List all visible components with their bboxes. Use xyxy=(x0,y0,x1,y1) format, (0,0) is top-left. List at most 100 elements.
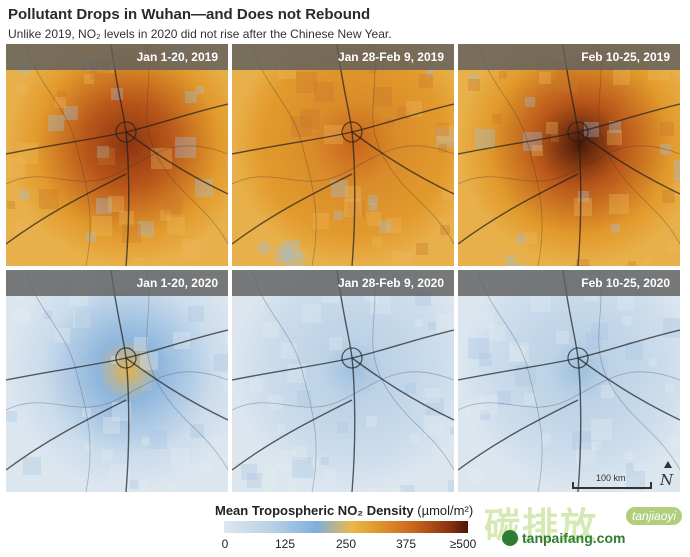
no2-patch xyxy=(6,411,17,422)
no2-patch xyxy=(607,130,622,145)
no2-patch xyxy=(525,97,535,107)
no2-patch xyxy=(523,132,542,151)
no2-patch xyxy=(623,487,633,492)
river-line xyxy=(145,44,228,245)
no2-patch xyxy=(64,106,78,120)
river-line xyxy=(6,371,228,411)
highway-line xyxy=(577,357,680,421)
no2-patch xyxy=(111,88,123,100)
ring-road xyxy=(115,121,137,143)
no2-patch xyxy=(302,304,321,323)
no2-patch xyxy=(467,467,483,483)
no2-patch xyxy=(673,182,680,196)
highway-line xyxy=(125,131,228,195)
no2-patch xyxy=(181,239,201,259)
no2-patch xyxy=(15,222,28,235)
no2-patch xyxy=(392,251,412,266)
panel-date-label: Feb 10-25, 2020 xyxy=(458,270,680,296)
no2-patch xyxy=(479,353,492,366)
no2-density-map xyxy=(458,270,680,492)
no2-patch xyxy=(173,332,190,349)
no2-patch xyxy=(109,464,130,485)
no2-patch xyxy=(258,242,270,254)
no2-patch xyxy=(468,79,480,91)
no2-patch xyxy=(160,210,171,221)
ring-road xyxy=(567,347,589,369)
no2-patch xyxy=(164,196,182,214)
no2-patch xyxy=(541,188,550,197)
no2-patch xyxy=(524,393,536,405)
scale-bar-label: 100 km xyxy=(596,473,626,483)
no2-patch xyxy=(168,482,176,490)
scale-bar-line xyxy=(572,487,652,489)
no2-patch xyxy=(112,402,131,421)
highway-line xyxy=(351,131,454,195)
ring-road xyxy=(567,121,589,143)
river-line xyxy=(458,371,680,411)
no2-patch xyxy=(576,259,589,266)
no2-patch xyxy=(626,471,645,490)
no2-patch xyxy=(670,434,680,448)
no2-patch xyxy=(344,199,362,217)
scale-bar: 100 km xyxy=(572,473,656,490)
no2-density-map xyxy=(232,44,454,266)
no2-patch xyxy=(578,191,589,202)
highway-line xyxy=(6,399,127,471)
no2-patch xyxy=(649,358,657,366)
no2-patch xyxy=(165,344,175,354)
no2-patch xyxy=(282,240,300,258)
map-title: Pollutant Drops in Wuhan—and Does not Re… xyxy=(8,6,371,23)
highway-line xyxy=(577,131,680,195)
no2-patch xyxy=(97,146,109,158)
no2-patch xyxy=(196,86,204,94)
panel-date-label: Jan 28-Feb 9, 2019 xyxy=(232,44,454,70)
no2-patch xyxy=(142,437,150,445)
panel-date-label: Jan 28-Feb 9, 2020 xyxy=(232,270,454,296)
map-panel: Jan 28-Feb 9, 2019 xyxy=(232,44,454,266)
no2-patch xyxy=(281,343,297,359)
river-line xyxy=(477,44,543,266)
no2-patch xyxy=(551,134,559,142)
river-line xyxy=(145,270,228,471)
no2-patch xyxy=(440,225,450,235)
no2-patch xyxy=(546,122,558,134)
no2-patch xyxy=(428,322,436,330)
legend-tick: ≥500 xyxy=(449,537,477,551)
no2-patch xyxy=(368,195,378,205)
no2-patch xyxy=(591,419,612,440)
legend-tick: 125 xyxy=(274,537,296,551)
no2-patch xyxy=(44,311,52,319)
no2-patch xyxy=(134,337,148,351)
no2-patch xyxy=(171,448,190,467)
no2-patch xyxy=(416,243,428,255)
no2-patch xyxy=(660,122,674,136)
no2-patch xyxy=(415,319,423,327)
no2-patch xyxy=(175,137,196,158)
no2-patch xyxy=(188,306,204,322)
no2-patch xyxy=(266,467,277,478)
river-line xyxy=(371,270,454,471)
no2-patch xyxy=(82,408,91,417)
no2-patch xyxy=(625,452,633,460)
no2-patch xyxy=(291,116,312,137)
no2-patch xyxy=(531,292,551,312)
highway-line xyxy=(232,173,353,245)
no2-patch xyxy=(367,212,381,226)
no2-patch xyxy=(345,186,361,202)
no2-patch xyxy=(247,473,262,488)
no2-patch xyxy=(419,74,433,88)
no2-patch xyxy=(626,463,634,471)
no2-patch xyxy=(557,71,578,92)
no2-patch xyxy=(499,71,507,79)
highway-line xyxy=(232,399,353,471)
river-line xyxy=(232,371,454,411)
no2-patch xyxy=(662,190,675,203)
legend-colorbar xyxy=(224,521,468,533)
no2-patch xyxy=(122,224,141,243)
no2-patch xyxy=(586,333,602,349)
no2-patch xyxy=(436,123,449,136)
no2-patch xyxy=(510,346,525,361)
north-arrow-head xyxy=(664,461,672,468)
river-line xyxy=(232,145,454,185)
